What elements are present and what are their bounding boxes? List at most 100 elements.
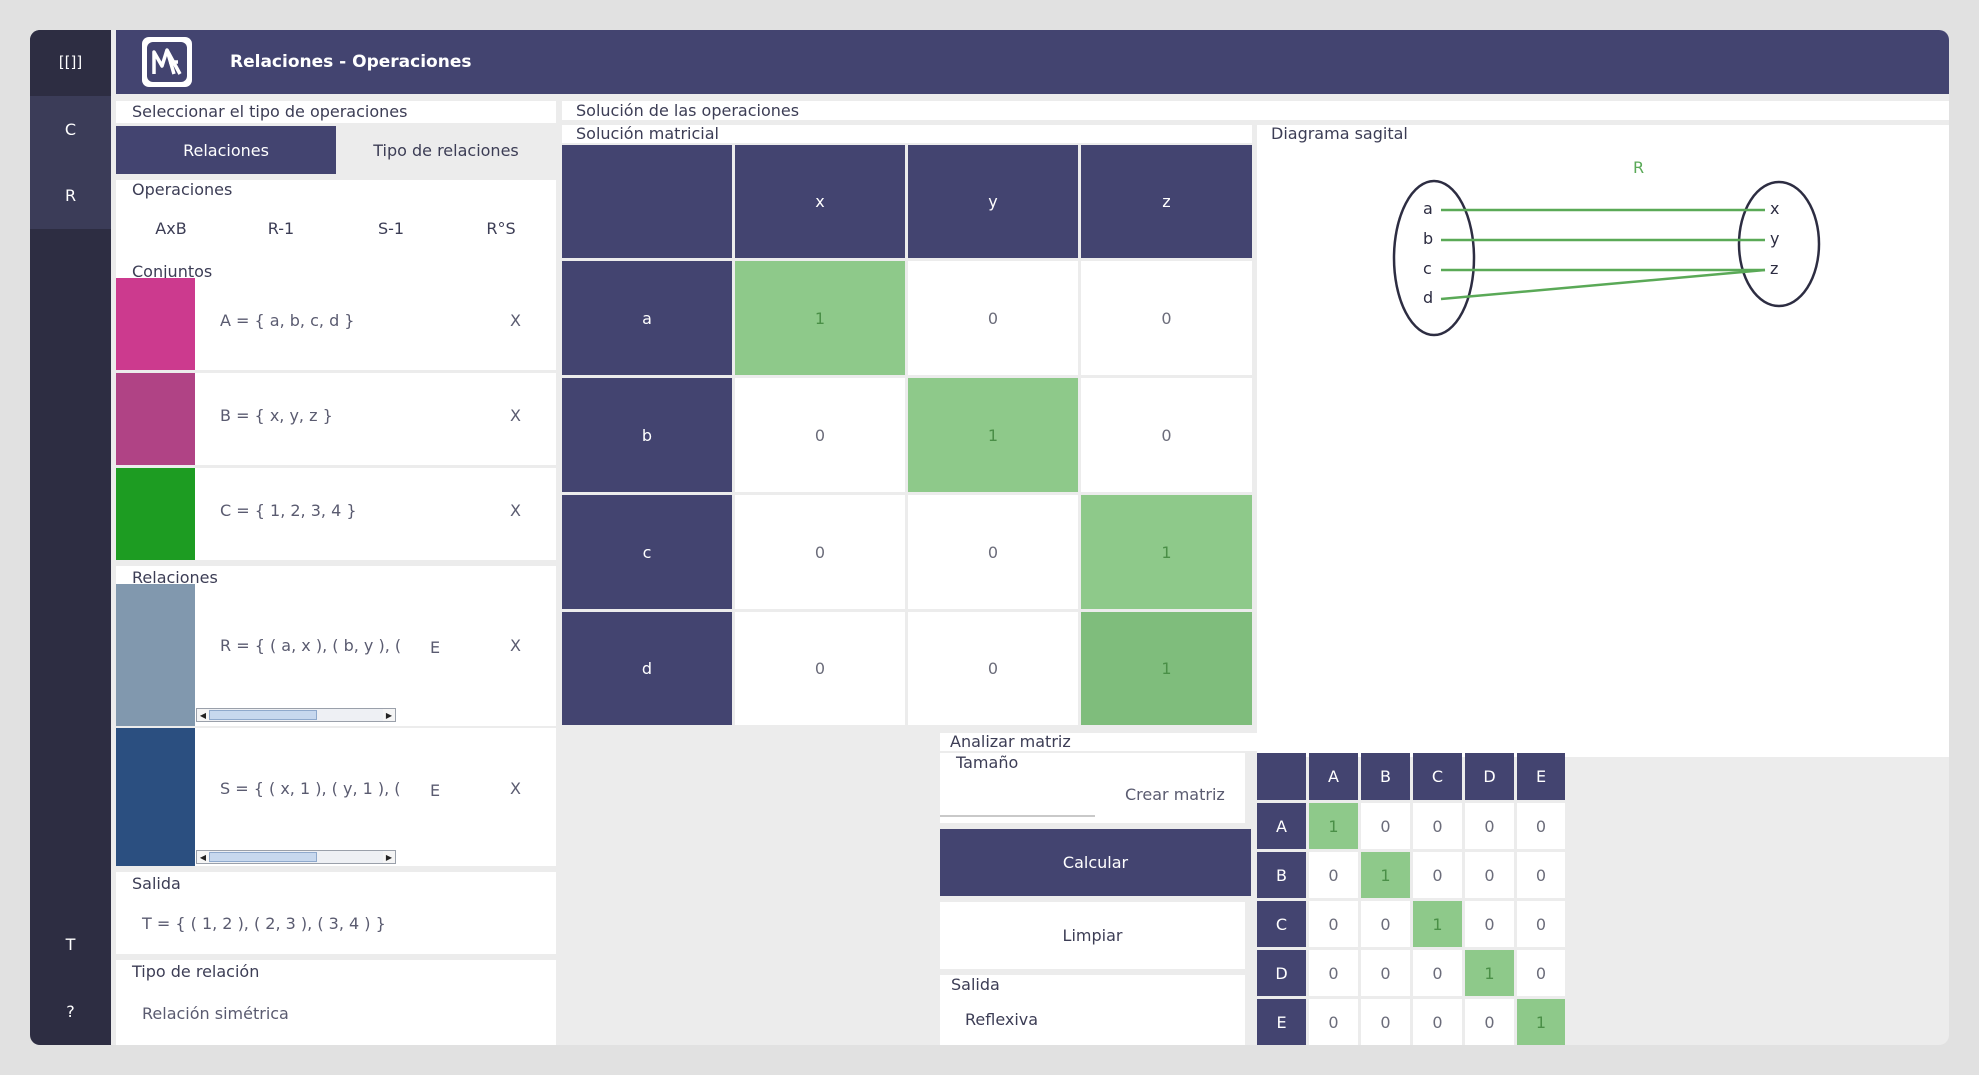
- grid-cell[interactable]: 0: [1309, 999, 1358, 1045]
- grid-cell[interactable]: 1: [1413, 901, 1462, 947]
- matrix-col-header: x: [735, 145, 905, 258]
- matrix-cell[interactable]: 0: [735, 378, 905, 492]
- scroll-thumb[interactable]: [209, 852, 317, 862]
- grid-col-header: B: [1361, 753, 1410, 800]
- grid-row-header: D: [1257, 950, 1306, 996]
- matrix-cell[interactable]: 0: [735, 495, 905, 609]
- grid-row-header: C: [1257, 901, 1306, 947]
- header-bar: Relaciones - Operaciones: [116, 30, 1949, 94]
- grid-cell[interactable]: 0: [1517, 950, 1565, 996]
- op-s-inverse-button[interactable]: S-1: [377, 218, 405, 238]
- grid-cell[interactable]: 0: [1517, 852, 1565, 898]
- relation-color-swatch[interactable]: [116, 728, 195, 866]
- delete-set-button[interactable]: X: [510, 501, 521, 520]
- sagittal-diagram-label: Diagrama sagital: [1271, 124, 1408, 143]
- matrix-row-header: b: [562, 378, 732, 492]
- delete-set-button[interactable]: X: [510, 311, 521, 330]
- output-value: T = { ( 1, 2 ), ( 2, 3 ), ( 3, 4 ) }: [142, 914, 386, 933]
- delete-set-button[interactable]: X: [510, 406, 521, 425]
- matrix-cell[interactable]: 0: [735, 612, 905, 725]
- relation-scrollbar[interactable]: ◀ ▶: [196, 850, 396, 864]
- relation-scrollbar[interactable]: ◀ ▶: [196, 708, 396, 722]
- relation-type-panel: Tipo de relación Relación simétrica: [116, 960, 556, 1045]
- grid-cell[interactable]: 0: [1361, 901, 1410, 947]
- set-color-swatch[interactable]: [116, 373, 195, 465]
- scroll-left-icon[interactable]: ◀: [197, 851, 209, 863]
- set-row-b: B = { x, y, z } X: [116, 373, 556, 465]
- scroll-thumb[interactable]: [209, 710, 317, 720]
- create-matrix-button[interactable]: Crear matriz: [1125, 785, 1225, 804]
- grid-cell[interactable]: 0: [1413, 999, 1462, 1045]
- grid-cell[interactable]: 0: [1517, 803, 1565, 849]
- diagram-domain-element: a: [1423, 199, 1433, 218]
- set-color-swatch[interactable]: [116, 278, 195, 370]
- diagram-domain-element: b: [1423, 229, 1434, 248]
- grid-cell[interactable]: 0: [1309, 852, 1358, 898]
- operation-type-header: Seleccionar el tipo de operaciones: [116, 101, 556, 123]
- grid-cell[interactable]: 0: [1465, 999, 1514, 1045]
- grid-cell[interactable]: 0: [1361, 803, 1410, 849]
- size-panel: Tamaño Crear matriz: [940, 753, 1245, 823]
- sagittal-diagram: [1392, 179, 1821, 337]
- scroll-right-icon[interactable]: ▶: [383, 851, 395, 863]
- delete-relation-button[interactable]: X: [510, 779, 521, 798]
- relation-color-swatch[interactable]: [116, 584, 195, 726]
- sidebar-item-t[interactable]: T: [65, 934, 76, 954]
- scroll-left-icon[interactable]: ◀: [197, 709, 209, 721]
- grid-row-header: E: [1257, 999, 1306, 1045]
- diagram-codomain-element: x: [1770, 199, 1780, 218]
- set-definition: C = { 1, 2, 3, 4 }: [220, 501, 357, 520]
- set-color-swatch[interactable]: [116, 468, 195, 560]
- scroll-right-icon[interactable]: ▶: [383, 709, 395, 721]
- grid-cell[interactable]: 1: [1465, 950, 1514, 996]
- matrix-row-header: c: [562, 495, 732, 609]
- matrix-cell[interactable]: 0: [1081, 261, 1252, 375]
- grid-cell[interactable]: 0: [1465, 803, 1514, 849]
- sidebar-item-c[interactable]: C: [64, 119, 77, 139]
- diagram-relation-name: R: [1633, 158, 1645, 177]
- op-r-inverse-button[interactable]: R-1: [267, 218, 295, 238]
- matrix-col-header: z: [1081, 145, 1252, 258]
- delete-relation-button[interactable]: X: [510, 636, 521, 655]
- grid-cell[interactable]: 0: [1413, 950, 1462, 996]
- sidebar-item-help[interactable]: ?: [66, 1001, 75, 1021]
- matrix-corner-cell: [562, 145, 732, 258]
- grid-cell[interactable]: 0: [1309, 901, 1358, 947]
- matrix-cell[interactable]: 0: [908, 261, 1078, 375]
- matrix-cell[interactable]: 1: [1081, 612, 1252, 725]
- grid-cell[interactable]: 0: [1413, 852, 1462, 898]
- relation-definition: R = { ( a, x ), ( b, y ), (: [220, 636, 400, 655]
- grid-cell[interactable]: 1: [1309, 803, 1358, 849]
- edit-relation-button[interactable]: E: [430, 781, 441, 800]
- calculate-button[interactable]: Calcular: [940, 829, 1251, 896]
- tab-relaciones[interactable]: Relaciones: [116, 126, 336, 174]
- grid-cell[interactable]: 1: [1361, 852, 1410, 898]
- matrix-cell[interactable]: 1: [1081, 495, 1252, 609]
- grid-cell[interactable]: 0: [1517, 901, 1565, 947]
- matrix-cell[interactable]: 0: [1081, 378, 1252, 492]
- grid-cell[interactable]: 0: [1465, 852, 1514, 898]
- size-input-underline[interactable]: [940, 815, 1095, 817]
- matrix-cell[interactable]: 1: [908, 378, 1078, 492]
- edit-relation-button[interactable]: E: [430, 638, 441, 657]
- relation-row-r: R = { ( a, x ), ( b, y ), ( E X ◀ ▶: [116, 584, 556, 726]
- grid-cell[interactable]: 0: [1465, 901, 1514, 947]
- tab-tipo-relaciones[interactable]: Tipo de relaciones: [336, 126, 556, 174]
- grid-cell[interactable]: 0: [1309, 950, 1358, 996]
- grid-cell[interactable]: 0: [1361, 950, 1410, 996]
- analyze-output-panel: Salida Reflexiva: [940, 975, 1245, 1045]
- clear-button[interactable]: Limpiar: [940, 902, 1245, 969]
- op-composition-button[interactable]: R°S: [486, 218, 516, 238]
- sidebar-matrix-button[interactable]: [[]]: [30, 30, 111, 94]
- matrix-cell[interactable]: 1: [735, 261, 905, 375]
- grid-cell[interactable]: 0: [1413, 803, 1462, 849]
- grid-cell[interactable]: 1: [1517, 999, 1565, 1045]
- app-window: [[]] C R T ? Relaciones - Operaciones Se…: [30, 30, 1949, 1045]
- sidebar-item-r[interactable]: R: [64, 185, 77, 205]
- matrix-cell[interactable]: 0: [908, 495, 1078, 609]
- output-panel: Salida T = { ( 1, 2 ), ( 2, 3 ), ( 3, 4 …: [116, 872, 556, 954]
- relations-header: Relaciones: [116, 566, 556, 588]
- op-axb-button[interactable]: AxB: [155, 218, 187, 238]
- matrix-cell[interactable]: 0: [908, 612, 1078, 725]
- grid-cell[interactable]: 0: [1361, 999, 1410, 1045]
